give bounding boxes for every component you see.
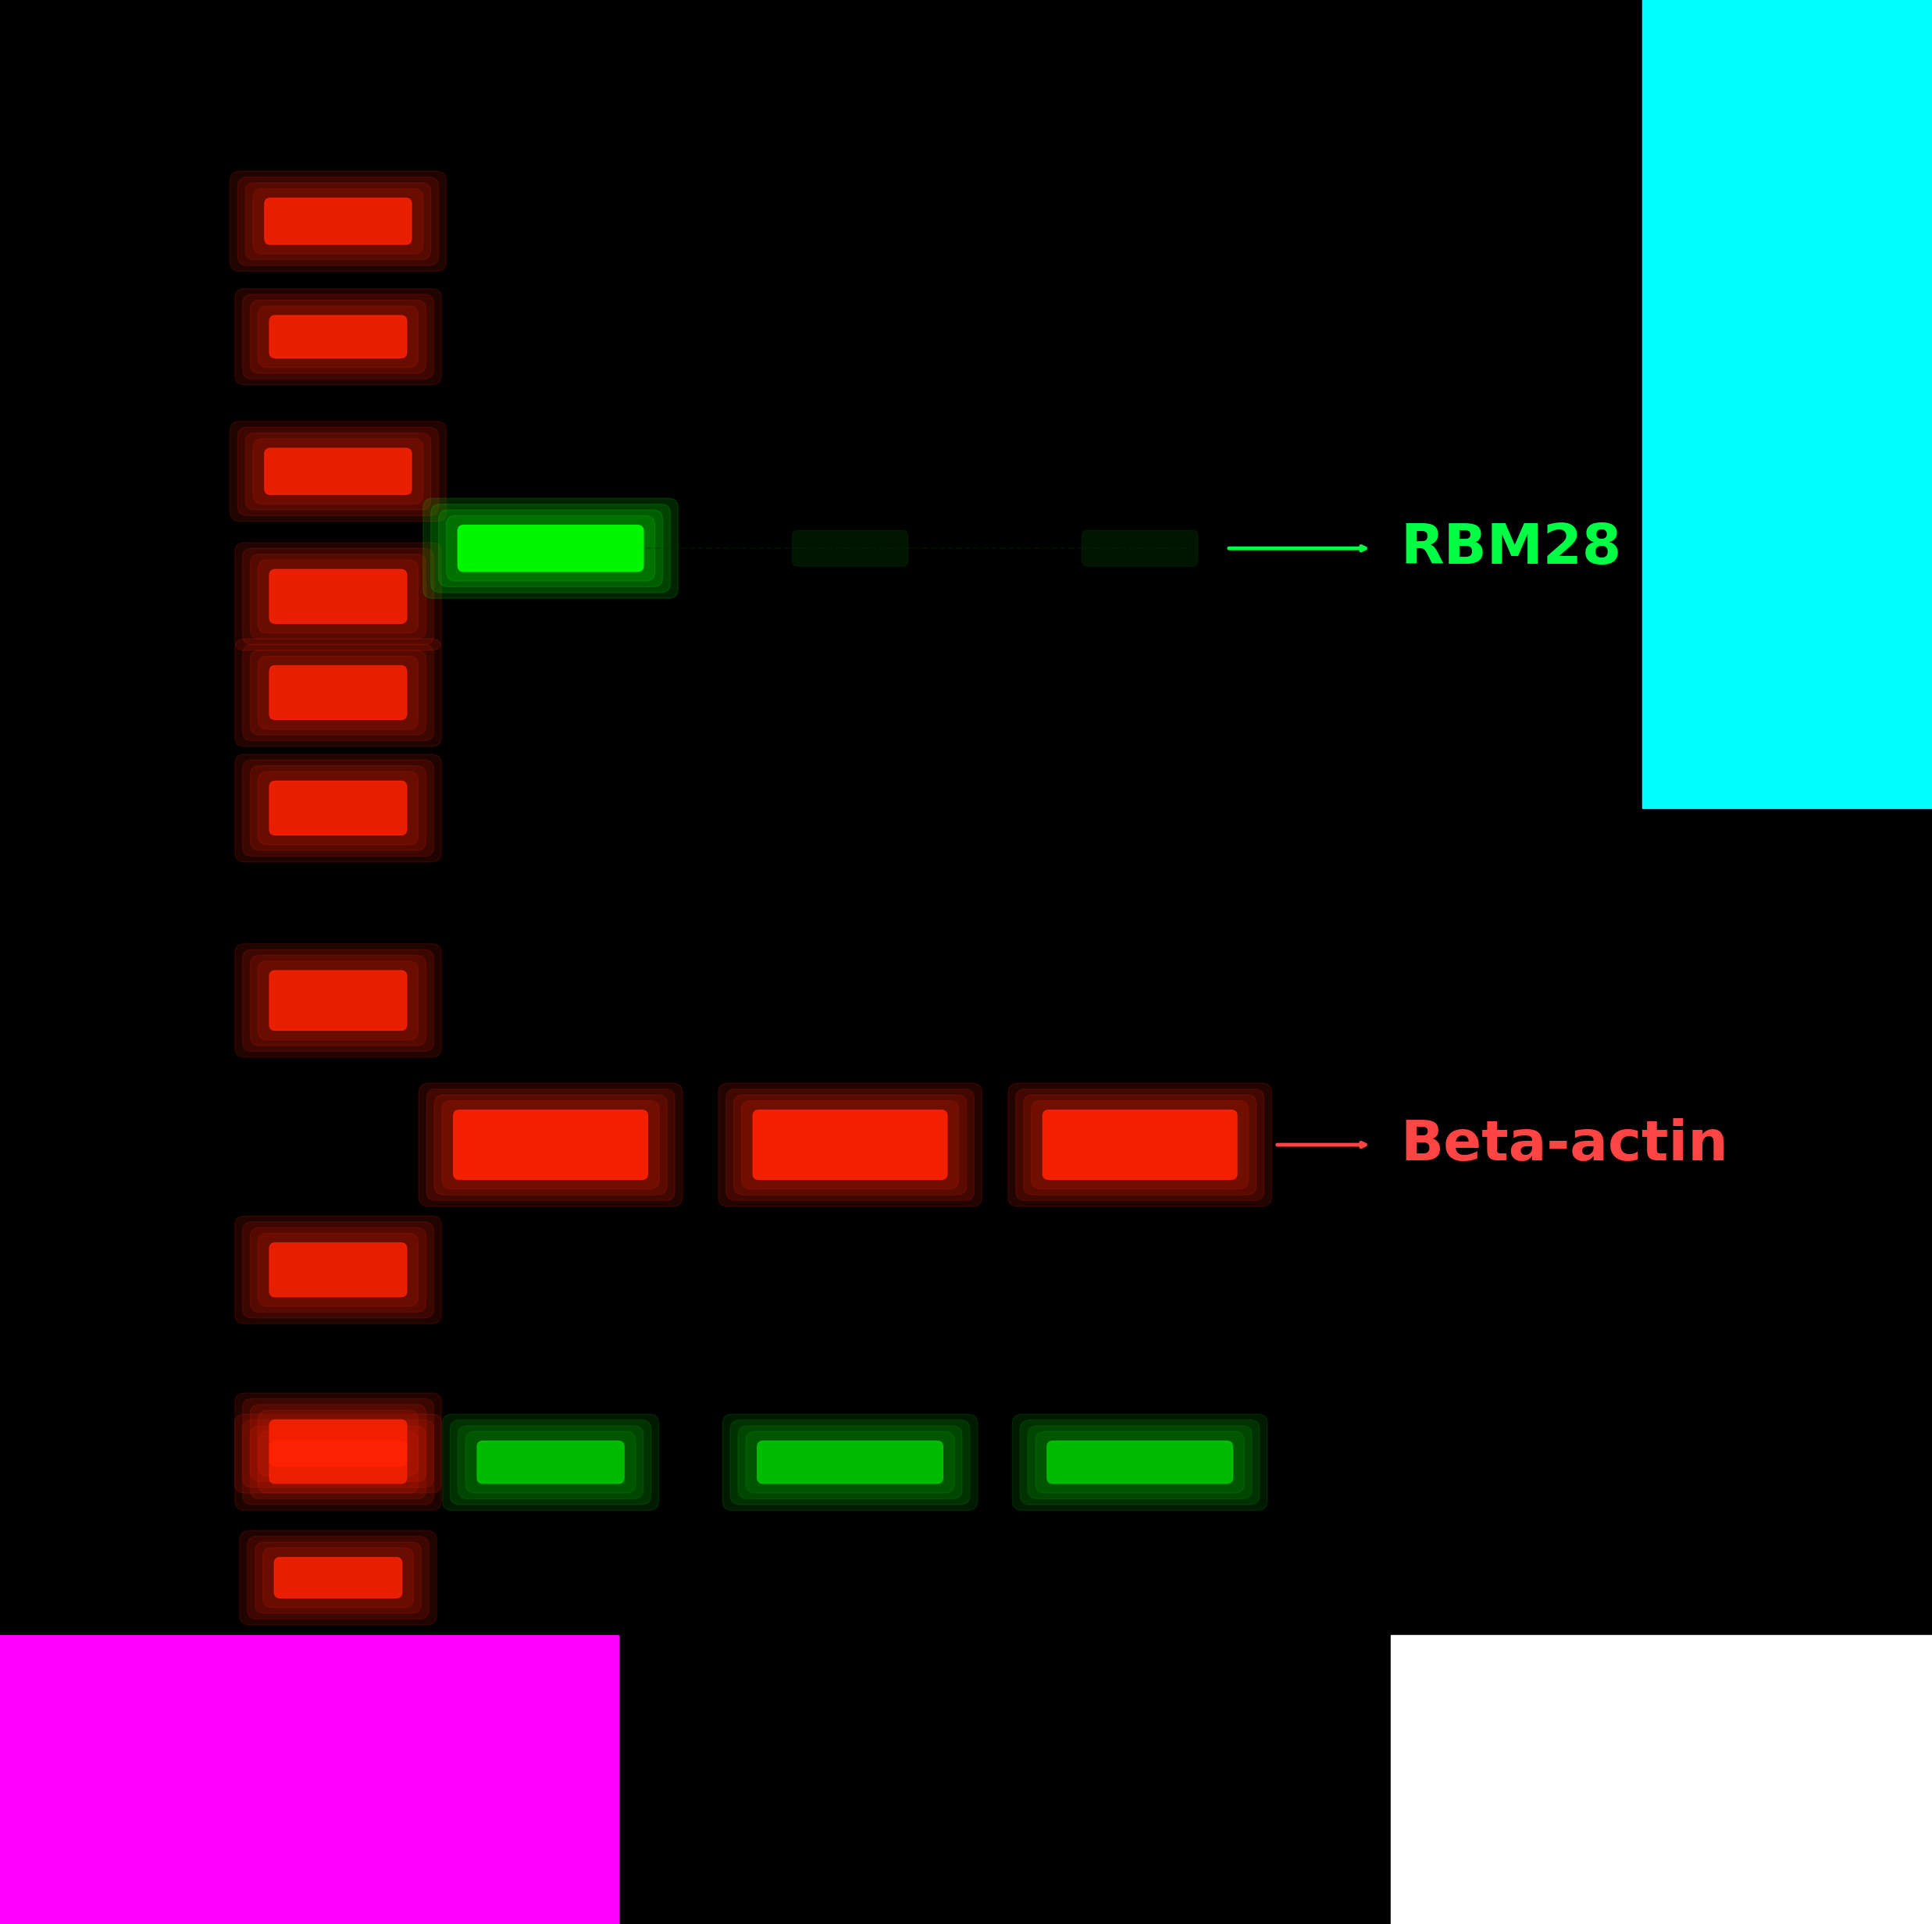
FancyBboxPatch shape [236, 1393, 440, 1493]
FancyBboxPatch shape [446, 516, 655, 581]
FancyBboxPatch shape [269, 1420, 406, 1466]
FancyBboxPatch shape [442, 1414, 659, 1510]
FancyBboxPatch shape [757, 1441, 943, 1483]
FancyBboxPatch shape [257, 1431, 417, 1493]
FancyBboxPatch shape [1082, 531, 1198, 566]
FancyBboxPatch shape [249, 1228, 425, 1312]
FancyBboxPatch shape [1020, 1420, 1260, 1505]
FancyBboxPatch shape [243, 760, 433, 856]
FancyBboxPatch shape [427, 1089, 674, 1201]
FancyBboxPatch shape [249, 650, 425, 735]
FancyBboxPatch shape [719, 1083, 981, 1206]
Text: RBM28: RBM28 [1401, 521, 1621, 575]
FancyBboxPatch shape [792, 531, 908, 566]
FancyBboxPatch shape [423, 498, 678, 598]
FancyBboxPatch shape [236, 289, 440, 385]
FancyBboxPatch shape [730, 1420, 970, 1505]
FancyBboxPatch shape [274, 1558, 402, 1597]
FancyBboxPatch shape [477, 1441, 624, 1483]
FancyBboxPatch shape [257, 1233, 417, 1306]
FancyBboxPatch shape [1032, 1101, 1248, 1189]
Text: Beta-actin: Beta-actin [1401, 1118, 1729, 1172]
FancyBboxPatch shape [253, 439, 423, 504]
FancyBboxPatch shape [269, 972, 406, 1031]
FancyBboxPatch shape [269, 666, 406, 720]
FancyBboxPatch shape [454, 1110, 647, 1179]
FancyBboxPatch shape [458, 1426, 643, 1499]
FancyBboxPatch shape [726, 1089, 974, 1201]
FancyBboxPatch shape [450, 1420, 651, 1505]
FancyBboxPatch shape [249, 766, 425, 850]
FancyBboxPatch shape [734, 1095, 966, 1195]
FancyBboxPatch shape [243, 548, 433, 645]
FancyBboxPatch shape [257, 1410, 417, 1476]
FancyBboxPatch shape [230, 171, 446, 271]
FancyBboxPatch shape [723, 1414, 978, 1510]
FancyBboxPatch shape [439, 510, 663, 587]
FancyBboxPatch shape [253, 189, 423, 254]
FancyBboxPatch shape [738, 1426, 962, 1499]
FancyBboxPatch shape [746, 1431, 954, 1493]
FancyBboxPatch shape [269, 1243, 406, 1297]
FancyBboxPatch shape [249, 1426, 425, 1499]
FancyBboxPatch shape [431, 504, 670, 593]
FancyBboxPatch shape [236, 945, 440, 1058]
FancyBboxPatch shape [269, 570, 406, 623]
FancyBboxPatch shape [236, 1414, 440, 1510]
FancyBboxPatch shape [1016, 1089, 1264, 1201]
FancyBboxPatch shape [230, 421, 446, 521]
FancyBboxPatch shape [243, 1420, 433, 1505]
FancyBboxPatch shape [249, 300, 425, 373]
FancyBboxPatch shape [269, 316, 406, 358]
FancyBboxPatch shape [247, 1535, 429, 1618]
FancyBboxPatch shape [1036, 1431, 1244, 1493]
Bar [116, 77, 1623, 1616]
FancyBboxPatch shape [243, 294, 433, 379]
FancyBboxPatch shape [249, 1405, 425, 1481]
FancyBboxPatch shape [466, 1431, 636, 1493]
FancyBboxPatch shape [255, 1541, 421, 1612]
FancyBboxPatch shape [1043, 1110, 1236, 1179]
FancyBboxPatch shape [243, 1222, 433, 1318]
FancyBboxPatch shape [269, 781, 406, 835]
Bar [1642, 0, 1932, 808]
FancyBboxPatch shape [257, 960, 417, 1039]
FancyBboxPatch shape [742, 1101, 958, 1189]
FancyBboxPatch shape [240, 1530, 437, 1624]
FancyBboxPatch shape [236, 754, 440, 862]
FancyBboxPatch shape [249, 956, 425, 1047]
Bar [0, 1635, 618, 1924]
FancyBboxPatch shape [1047, 1441, 1233, 1483]
FancyBboxPatch shape [419, 1083, 682, 1206]
FancyBboxPatch shape [238, 427, 439, 516]
FancyBboxPatch shape [263, 1547, 413, 1607]
FancyBboxPatch shape [257, 772, 417, 845]
FancyBboxPatch shape [236, 639, 440, 747]
FancyBboxPatch shape [257, 306, 417, 367]
FancyBboxPatch shape [245, 183, 431, 260]
Bar [1391, 1635, 1932, 1924]
FancyBboxPatch shape [265, 198, 412, 244]
FancyBboxPatch shape [249, 554, 425, 639]
FancyBboxPatch shape [753, 1110, 947, 1179]
FancyBboxPatch shape [442, 1101, 659, 1189]
FancyBboxPatch shape [257, 656, 417, 729]
FancyBboxPatch shape [243, 645, 433, 741]
FancyBboxPatch shape [1009, 1083, 1271, 1206]
FancyBboxPatch shape [257, 560, 417, 633]
FancyBboxPatch shape [243, 950, 433, 1051]
FancyBboxPatch shape [435, 1095, 667, 1195]
FancyBboxPatch shape [236, 543, 440, 650]
FancyBboxPatch shape [269, 1441, 406, 1483]
FancyBboxPatch shape [238, 177, 439, 266]
FancyBboxPatch shape [1024, 1095, 1256, 1195]
FancyBboxPatch shape [1028, 1426, 1252, 1499]
FancyBboxPatch shape [458, 525, 643, 571]
FancyBboxPatch shape [265, 448, 412, 494]
FancyBboxPatch shape [245, 433, 431, 510]
FancyBboxPatch shape [1012, 1414, 1267, 1510]
FancyBboxPatch shape [236, 1216, 440, 1324]
FancyBboxPatch shape [243, 1399, 433, 1487]
